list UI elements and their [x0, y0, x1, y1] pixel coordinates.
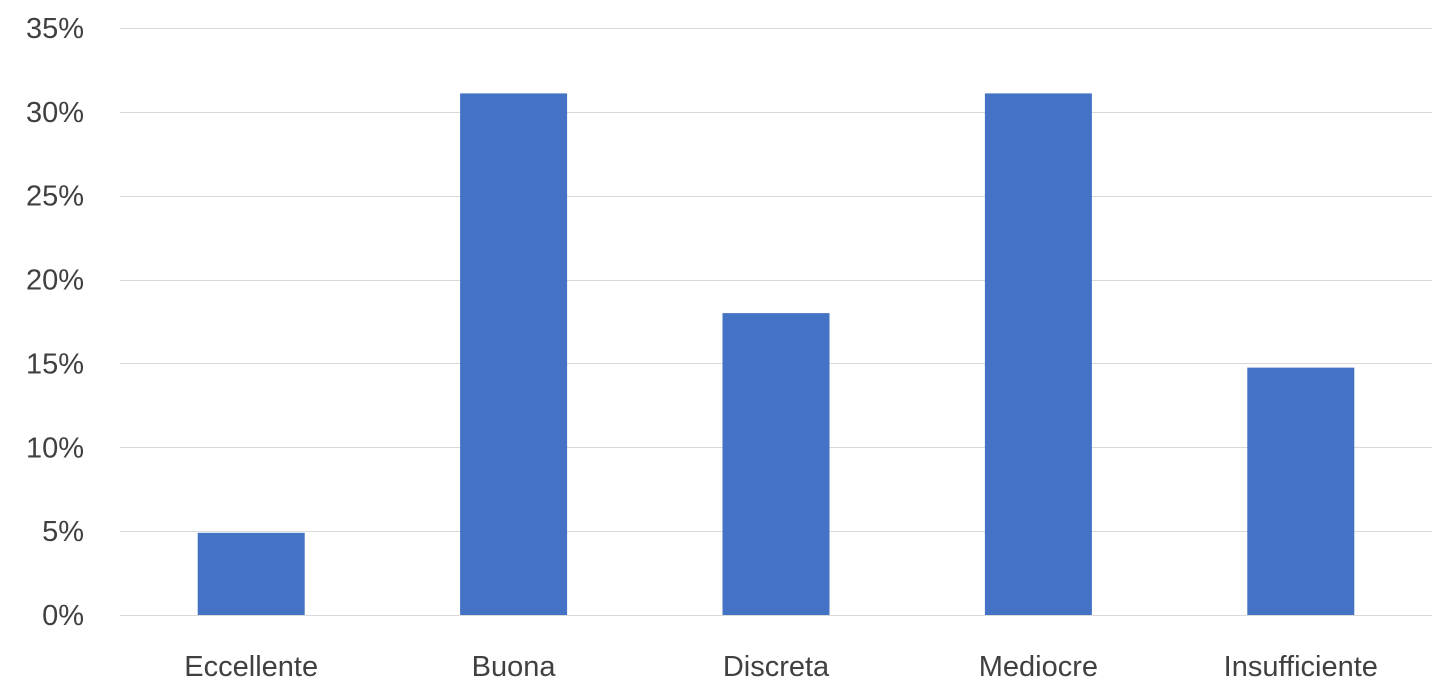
bar — [984, 93, 1092, 615]
y-tick-label: 15% — [26, 348, 84, 380]
y-tick-label: 5% — [42, 516, 84, 548]
bar — [722, 313, 830, 615]
y-tick-label: 30% — [26, 97, 84, 129]
y-tick-label: 35% — [26, 13, 84, 45]
y-tick-label: 20% — [26, 265, 84, 297]
x-tick-label: Mediocre — [979, 651, 1098, 683]
y-tick-label: 0% — [42, 600, 84, 632]
x-tick-label: Buona — [472, 651, 557, 683]
bar — [1247, 367, 1355, 615]
x-axis: Eccellente Buona Discreta Mediocre Insuffici… — [184, 651, 1378, 683]
x-tick-label: Insufficiente — [1224, 651, 1378, 683]
bars — [197, 93, 1355, 615]
x-tick-label: Discreta — [723, 651, 830, 683]
y-tick-label: 25% — [26, 181, 84, 213]
y-tick-label: 10% — [26, 432, 84, 464]
bar — [197, 532, 305, 615]
x-tick-label: Eccellente — [184, 651, 318, 683]
bar — [460, 93, 568, 615]
y-axis: 0% 5% 10% 15% 20% 25% 30% 35% — [26, 13, 84, 632]
